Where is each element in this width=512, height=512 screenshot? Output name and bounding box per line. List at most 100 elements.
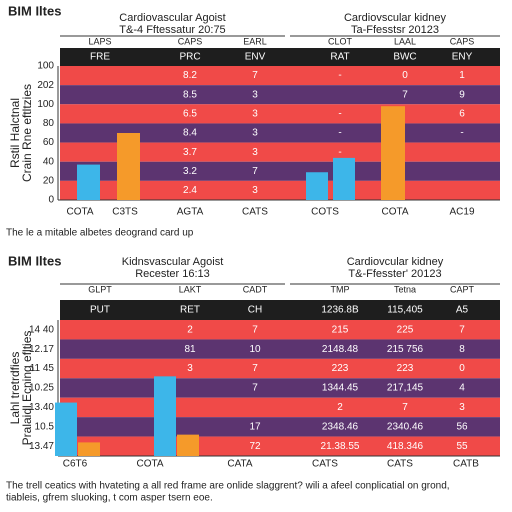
- cell: 0: [402, 70, 408, 81]
- bar: [177, 434, 199, 456]
- column-head: LAPS: [88, 36, 111, 46]
- section-title: BIM Iltes: [8, 3, 61, 18]
- table-row: [60, 66, 500, 86]
- cell: 2: [337, 402, 343, 413]
- cell: 215: [332, 324, 349, 335]
- cell: 7: [252, 363, 258, 374]
- cell: 21.38.55: [321, 441, 360, 452]
- cell: 3: [252, 185, 258, 196]
- cell: 6.5: [183, 108, 197, 119]
- caption: The trell ceatics with hvateting a all r…: [6, 481, 450, 492]
- section-title: BIM Iltes: [8, 253, 61, 268]
- table-row: [60, 378, 500, 398]
- cell: 7: [402, 402, 408, 413]
- y-tick-label: 11 45: [30, 363, 55, 374]
- panel-subtitle: T&-4 Fftessatur 20:75: [119, 24, 225, 36]
- cell: -: [338, 147, 341, 158]
- table-row: [60, 358, 500, 379]
- column-head: CAPS: [178, 36, 203, 46]
- column-head: EARL: [243, 36, 267, 46]
- cell: 2340.46: [387, 421, 424, 432]
- y-tick-label: 14 40: [29, 324, 54, 335]
- cell: 6: [459, 108, 465, 119]
- cell: -: [338, 108, 341, 119]
- cell: 2.4: [183, 185, 197, 196]
- y-tick-label: 80: [43, 118, 55, 129]
- x-label: COTS: [311, 207, 339, 218]
- header-cell: 115,405: [387, 305, 423, 316]
- bar: [381, 106, 405, 200]
- y-tick-label: 13.40: [29, 402, 54, 413]
- cell: 72: [249, 441, 261, 452]
- column-head: LAAL: [394, 36, 416, 46]
- cell: 9: [459, 89, 465, 100]
- y-tick-label: 100: [37, 61, 54, 72]
- x-label: CATS: [387, 459, 413, 470]
- cell: 3.7: [183, 147, 197, 158]
- column-head: GLPT: [88, 284, 112, 294]
- cell: 81: [184, 344, 196, 355]
- cell: 8.2: [183, 70, 197, 81]
- column-head: CAPT: [450, 284, 475, 294]
- cell: 7: [252, 324, 258, 335]
- x-label: AGTA: [177, 207, 204, 218]
- header-cell: RAT: [330, 52, 349, 63]
- bar: [117, 133, 140, 200]
- cell: 215 756: [387, 344, 424, 355]
- header-bar: [60, 48, 500, 66]
- cell: 55: [456, 441, 468, 452]
- y-tick-label: 10.5: [35, 421, 55, 432]
- y-axis-label: Rstil Halctnal: [8, 98, 22, 168]
- table-row: [60, 104, 500, 124]
- y-tick-label: 10.25: [29, 383, 54, 394]
- cell: 56: [456, 421, 468, 432]
- x-label: CATS: [242, 207, 268, 218]
- cell: 8.4: [183, 128, 197, 139]
- bar: [306, 172, 328, 200]
- caption: The le a mitable albetes deogrand card u…: [6, 228, 194, 239]
- cell: 7: [252, 70, 258, 81]
- panel-title: Kidnsvascular Agoist: [122, 256, 224, 268]
- header-cell: FRE: [90, 52, 110, 63]
- cell: 418.346: [387, 441, 424, 452]
- cell: 10: [249, 344, 261, 355]
- cell: 2148.48: [322, 344, 359, 355]
- y-axis-label: Lahl tretrdfies: [8, 352, 22, 425]
- cell: -: [338, 70, 341, 81]
- bar: [55, 402, 77, 456]
- panel-title: Cardiovascular Agoist: [119, 12, 225, 24]
- header-cell: ENY: [452, 52, 473, 63]
- x-label: COTA: [136, 459, 163, 470]
- table-row: [60, 436, 500, 456]
- header-cell: A5: [456, 305, 469, 316]
- cell: 7: [459, 324, 465, 335]
- table-row: [60, 85, 500, 105]
- column-head: Tetna: [394, 284, 416, 294]
- caption: tiableis, gfrem sluoking, t com asper ts…: [6, 493, 213, 504]
- column-head: CADT: [243, 284, 268, 294]
- cell: 225: [397, 324, 414, 335]
- panel-title: Cardiovscular kidney: [344, 12, 447, 24]
- header-cell: PUT: [90, 305, 110, 316]
- header-cell: BWC: [393, 52, 416, 63]
- x-label: C6T6: [63, 459, 88, 470]
- y-tick-label: 0: [48, 195, 54, 206]
- cell: 2348.46: [322, 421, 359, 432]
- bar: [154, 376, 176, 456]
- cell: 7: [252, 166, 258, 177]
- cell: 7: [252, 383, 258, 394]
- table-row: [60, 320, 500, 340]
- x-label: COTA: [66, 207, 93, 218]
- cell: 217,145: [387, 383, 424, 394]
- table-row: [60, 397, 500, 418]
- cell: 3: [252, 128, 258, 139]
- cell: 3: [252, 108, 258, 119]
- cell: 3: [187, 363, 193, 374]
- column-head: LAKT: [179, 284, 202, 294]
- bar: [78, 442, 100, 456]
- y-tick-label: 60: [43, 137, 55, 148]
- header-cell: 1236.8B: [321, 305, 359, 316]
- panel-subtitle: T&-Ffesster' 20123: [348, 268, 441, 280]
- table-row: [60, 417, 500, 437]
- y-tick-label: 100: [37, 99, 54, 110]
